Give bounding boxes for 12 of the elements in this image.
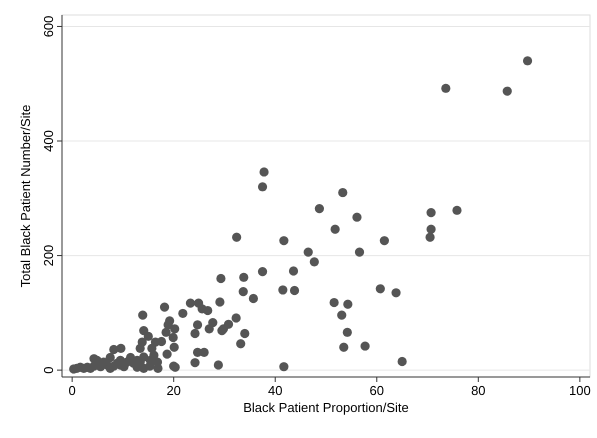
x-tick-label: 0 xyxy=(68,383,76,398)
x-tick-label: 20 xyxy=(166,383,181,398)
x-axis-title: Black Patient Proportion/Site xyxy=(243,400,409,415)
x-tick-label: 80 xyxy=(471,383,486,398)
x-tick-label: 100 xyxy=(568,383,591,398)
x-tick-label: 40 xyxy=(268,383,282,398)
y-tick-label: 0 xyxy=(41,366,56,374)
x-tick-label: 60 xyxy=(370,383,384,398)
y-axis-title: Total Black Patient Number/Site xyxy=(18,104,33,288)
y-tick-label: 200 xyxy=(41,244,56,266)
y-tick-label: 400 xyxy=(41,130,56,152)
y-tick-label: 600 xyxy=(41,16,56,38)
